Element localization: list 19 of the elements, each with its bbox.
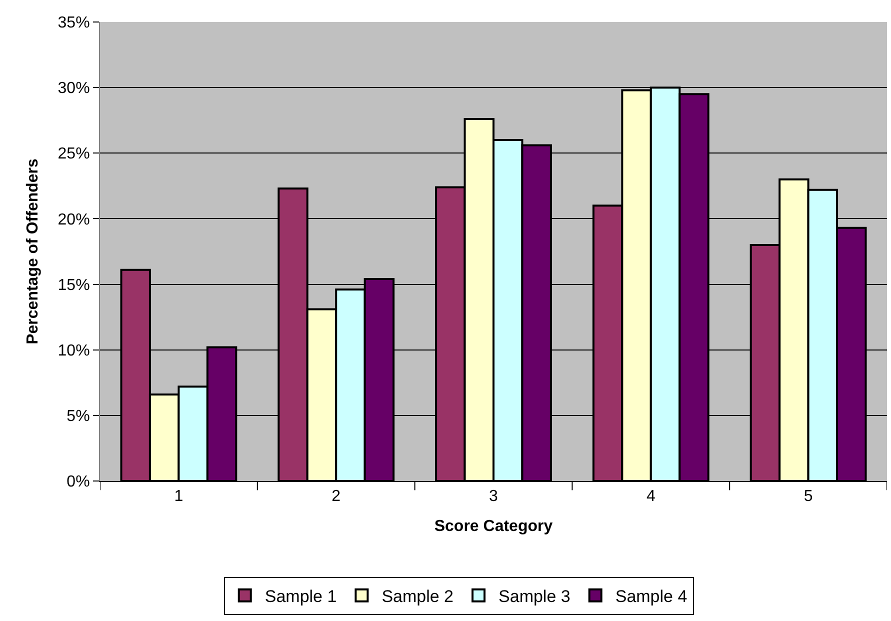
legend-label: Sample 3 xyxy=(498,586,570,606)
y-tick-label: 35% xyxy=(58,14,90,32)
x-tick-label: 1 xyxy=(174,488,184,506)
x-tick-label: 2 xyxy=(332,488,341,506)
x-tick-label: 4 xyxy=(646,488,656,506)
x-tick-label: 5 xyxy=(804,488,813,506)
x-axis-title: Score Category xyxy=(434,518,553,535)
y-tick-label: 15% xyxy=(58,276,90,294)
x-tick-label: 3 xyxy=(489,488,498,506)
y-axis-title: Percentage of Offenders xyxy=(24,158,42,344)
y-tick-label: 0% xyxy=(66,474,90,491)
y-tick-label: 25% xyxy=(58,146,90,163)
y-tick-label: 10% xyxy=(58,342,90,360)
legend-label: Sample 1 xyxy=(264,586,337,606)
legend-label: Sample 4 xyxy=(615,586,688,606)
y-tick-label: 30% xyxy=(58,80,90,98)
y-tick-label: 20% xyxy=(58,211,90,228)
legend-label: Sample 2 xyxy=(382,586,454,606)
y-tick-label: 5% xyxy=(66,408,90,426)
